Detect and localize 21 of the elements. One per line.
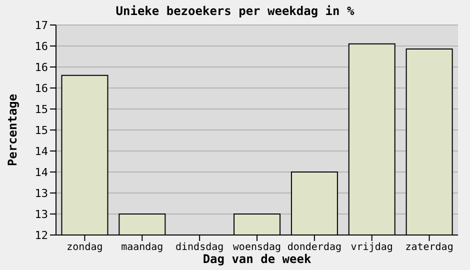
y-tick-label: 13 [34,186,48,200]
x-tick-label: zaterdag [405,242,454,254]
y-tick-label: 12 [34,228,48,242]
x-axis-title: Dag van de week [202,252,312,266]
y-tick-label: 16 [34,60,48,74]
y-tick-label: 13 [34,208,48,221]
chart-title: Unieke bezoekers per weekdag in % [114,4,356,18]
x-tick-label: donderdag [287,242,342,254]
y-tick-label: 17 [34,18,48,32]
y-tick-label: 14 [34,166,48,179]
y-axis-title: Percentage [5,94,20,166]
y-tick-label: 15 [34,124,48,137]
x-tick-label: vrijdag [350,242,393,254]
x-tick-label: maandag [121,242,164,254]
x-tick-label: dindsdag [175,242,224,254]
y-tick-label: 14 [34,144,48,158]
y-tick-label: 16 [34,82,48,95]
y-tick-label: 16 [34,40,48,53]
x-tick-label: zondag [66,242,103,254]
y-tick-label: 15 [34,102,48,116]
x-tick-label: woensdag [232,242,282,254]
